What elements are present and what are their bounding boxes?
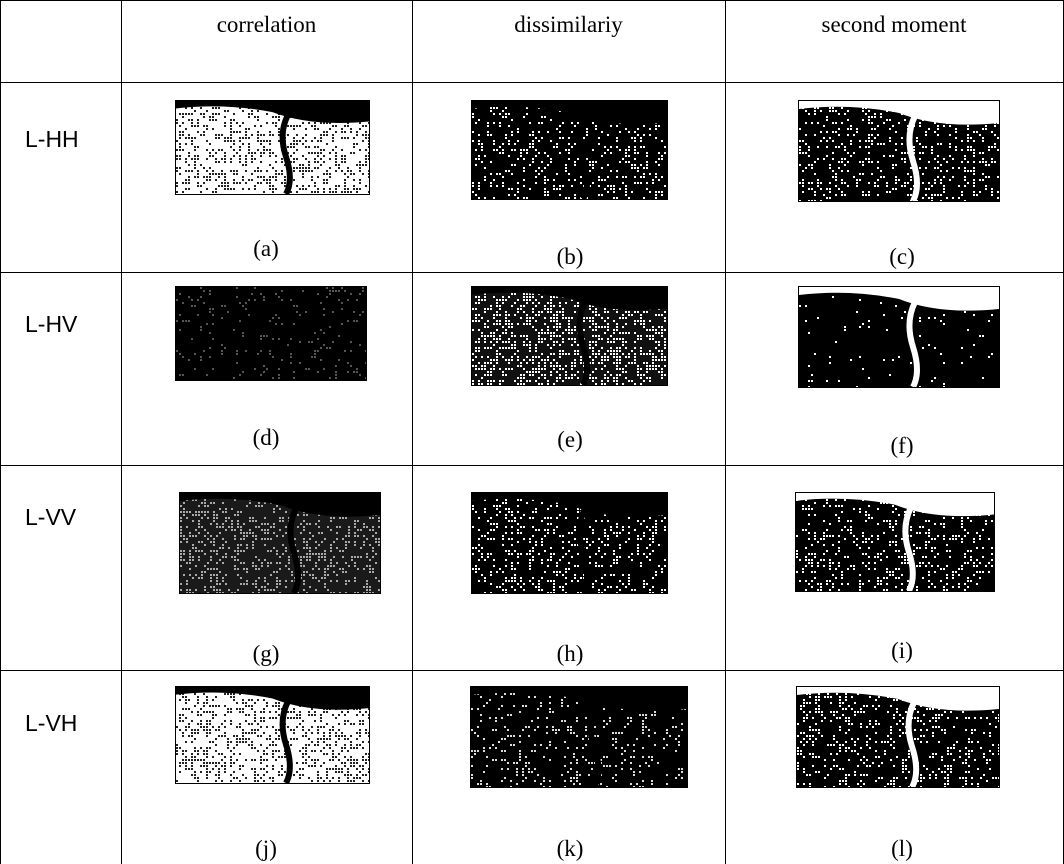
column-header-second-moment: second moment: [821, 12, 967, 37]
table-border-left: [0, 0, 1, 864]
row-divider: [0, 465, 1064, 466]
column-divider: [412, 0, 413, 864]
caption-i: (i): [891, 638, 913, 663]
caption-h: (h): [556, 641, 584, 666]
caption-a: (a): [253, 236, 279, 261]
caption-k: (k): [556, 836, 584, 861]
caption-e: (e): [557, 427, 583, 452]
column-header-correlation: correlation: [216, 12, 317, 37]
caption-l: (l): [891, 836, 913, 861]
caption-b: (b): [556, 244, 584, 269]
column-divider: [121, 0, 122, 864]
caption-d: (d): [252, 425, 280, 450]
sar-image-second-moment-l-hh: [798, 100, 1000, 202]
sar-image-dissimilarity-l-vv: [471, 492, 668, 594]
sar-image-correlation-l-vv: [179, 492, 381, 594]
sar-image-dissimilarity-l-hv: [471, 286, 668, 386]
sar-image-second-moment-l-vh: [796, 686, 1000, 788]
header-divider: [0, 82, 1064, 83]
sar-image-dissimilarity-l-hh: [471, 100, 668, 200]
caption-j: (j): [255, 836, 277, 861]
row-label-l-hv: L-HV: [25, 311, 78, 337]
table-border-top: [0, 0, 1064, 1]
row-label-l-hh: L-HH: [25, 126, 79, 152]
column-header-dissimilarity: dissimilariy: [514, 12, 623, 37]
caption-c: (c): [889, 244, 915, 269]
caption-g: (g): [252, 641, 280, 666]
sar-image-correlation-l-vh: [175, 686, 370, 784]
sar-image-dissimilarity-l-vh: [470, 686, 688, 788]
row-label-l-vh: L-VH: [25, 710, 78, 736]
column-divider: [725, 0, 726, 864]
sar-image-correlation-l-hv: [175, 286, 367, 381]
sar-image-second-moment-l-hv: [798, 286, 1000, 388]
sar-image-correlation-l-hh: [175, 100, 370, 195]
caption-f: (f): [890, 433, 914, 458]
row-label-l-vv: L-VV: [25, 504, 77, 530]
row-divider: [0, 670, 1064, 671]
row-divider: [0, 272, 1064, 273]
sar-image-second-moment-l-vv: [795, 492, 995, 592]
